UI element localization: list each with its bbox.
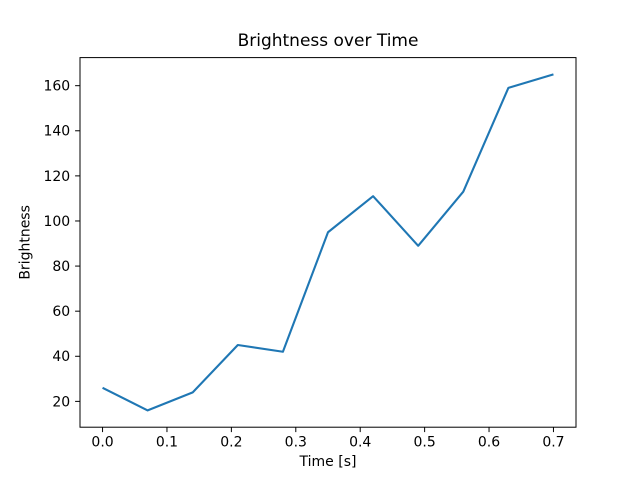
y-tick-label: 140 bbox=[43, 124, 70, 140]
chart-title: Brightness over Time bbox=[238, 31, 419, 51]
y-tick-label: 100 bbox=[43, 214, 70, 230]
x-axis-ticks: 0.0 0.1 0.2 0.3 0.4 0.5 0.6 0.7 bbox=[91, 427, 565, 451]
y-tick-label: 60 bbox=[52, 304, 70, 320]
brightness-data-line bbox=[102, 73, 554, 412]
x-axis-label: Time [s] bbox=[299, 454, 357, 470]
y-axis-ticks: 20 40 60 80 100 120 140 160 bbox=[43, 79, 80, 410]
plot-border bbox=[79, 57, 577, 428]
y-tick-label: 120 bbox=[43, 169, 70, 185]
y-tick-label: 80 bbox=[52, 259, 70, 275]
y-tick-label: 20 bbox=[52, 394, 70, 410]
x-tick-label: 0.6 bbox=[478, 435, 500, 451]
x-tick-label: 0.7 bbox=[542, 435, 564, 451]
x-tick-label: 0.0 bbox=[91, 435, 113, 451]
x-tick-label: 0.5 bbox=[413, 435, 435, 451]
x-tick-label: 0.1 bbox=[156, 435, 178, 451]
x-tick-label: 0.3 bbox=[285, 435, 307, 451]
x-tick-label: 0.4 bbox=[349, 435, 371, 451]
x-tick-label: 0.2 bbox=[220, 435, 242, 451]
y-tick-label: 40 bbox=[52, 349, 70, 365]
y-tick-label: 160 bbox=[43, 79, 70, 95]
y-axis-label: Brightness bbox=[18, 205, 34, 280]
